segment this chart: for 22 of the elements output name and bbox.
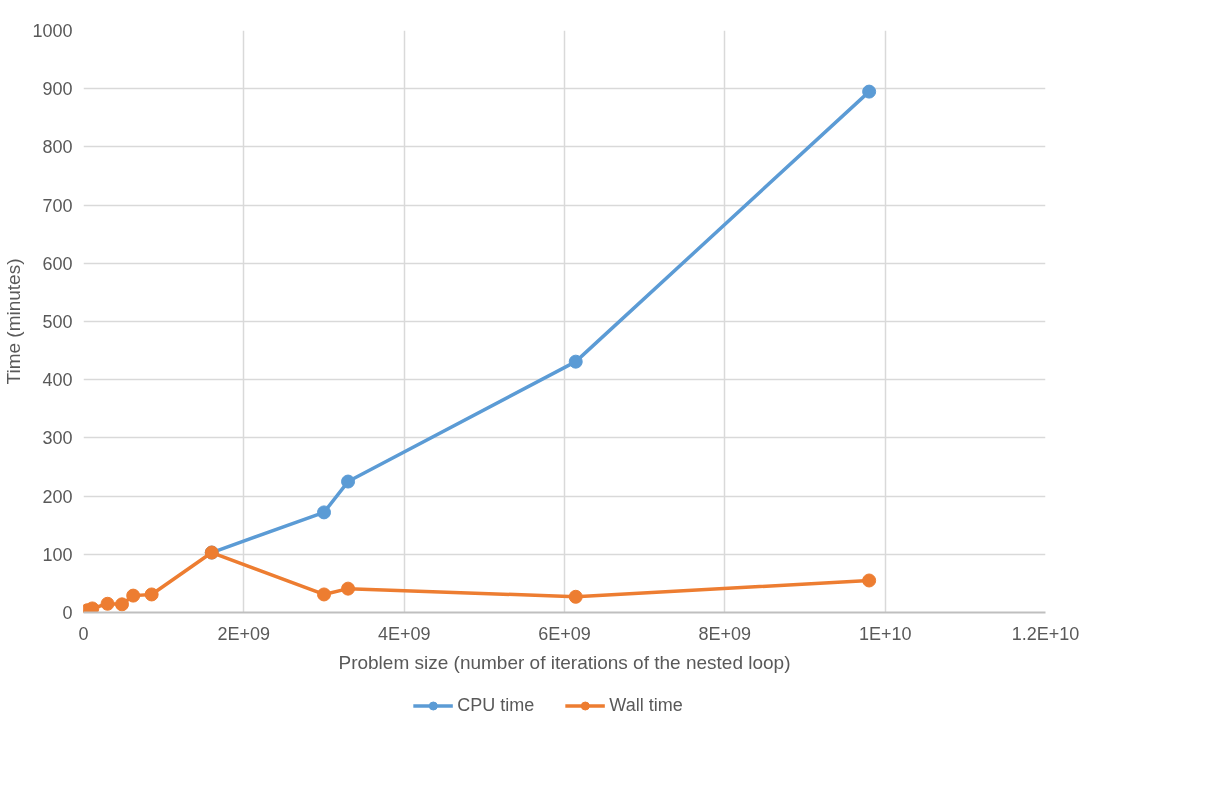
x-tick-label: 4E+09 [377,623,431,644]
y-tick-label: 100 [42,544,73,565]
y-tick-label: 300 [42,428,73,449]
y-axis-title: Time (minutes) [3,258,25,385]
y-tick-label: 600 [42,253,73,274]
y-tick-label: 0 [62,603,73,623]
y-tick-label: 900 [42,79,73,100]
y-tick-label: 1000 [32,21,73,41]
x-tick-label: 6E+09 [538,623,591,644]
x-tick-label: 2E+09 [217,623,271,644]
legend-label: Wall time [609,694,683,716]
x-tick-label: 1.2E+10 [1011,623,1080,644]
x-tick-label: 8E+09 [698,623,752,644]
y-tick-label: 500 [42,312,73,332]
legend-label: CPU time [457,694,535,716]
y-tick-label: 400 [42,370,73,391]
x-axis-title: Problem size (number of iterations of the nested loop) [338,651,791,673]
x-tick-label: 1E+10 [858,623,912,644]
y-tick-label: 800 [42,137,73,158]
y-tick-label: 200 [42,486,73,507]
x-tick-label: 0 [78,623,89,644]
y-tick-label: 700 [42,195,73,216]
